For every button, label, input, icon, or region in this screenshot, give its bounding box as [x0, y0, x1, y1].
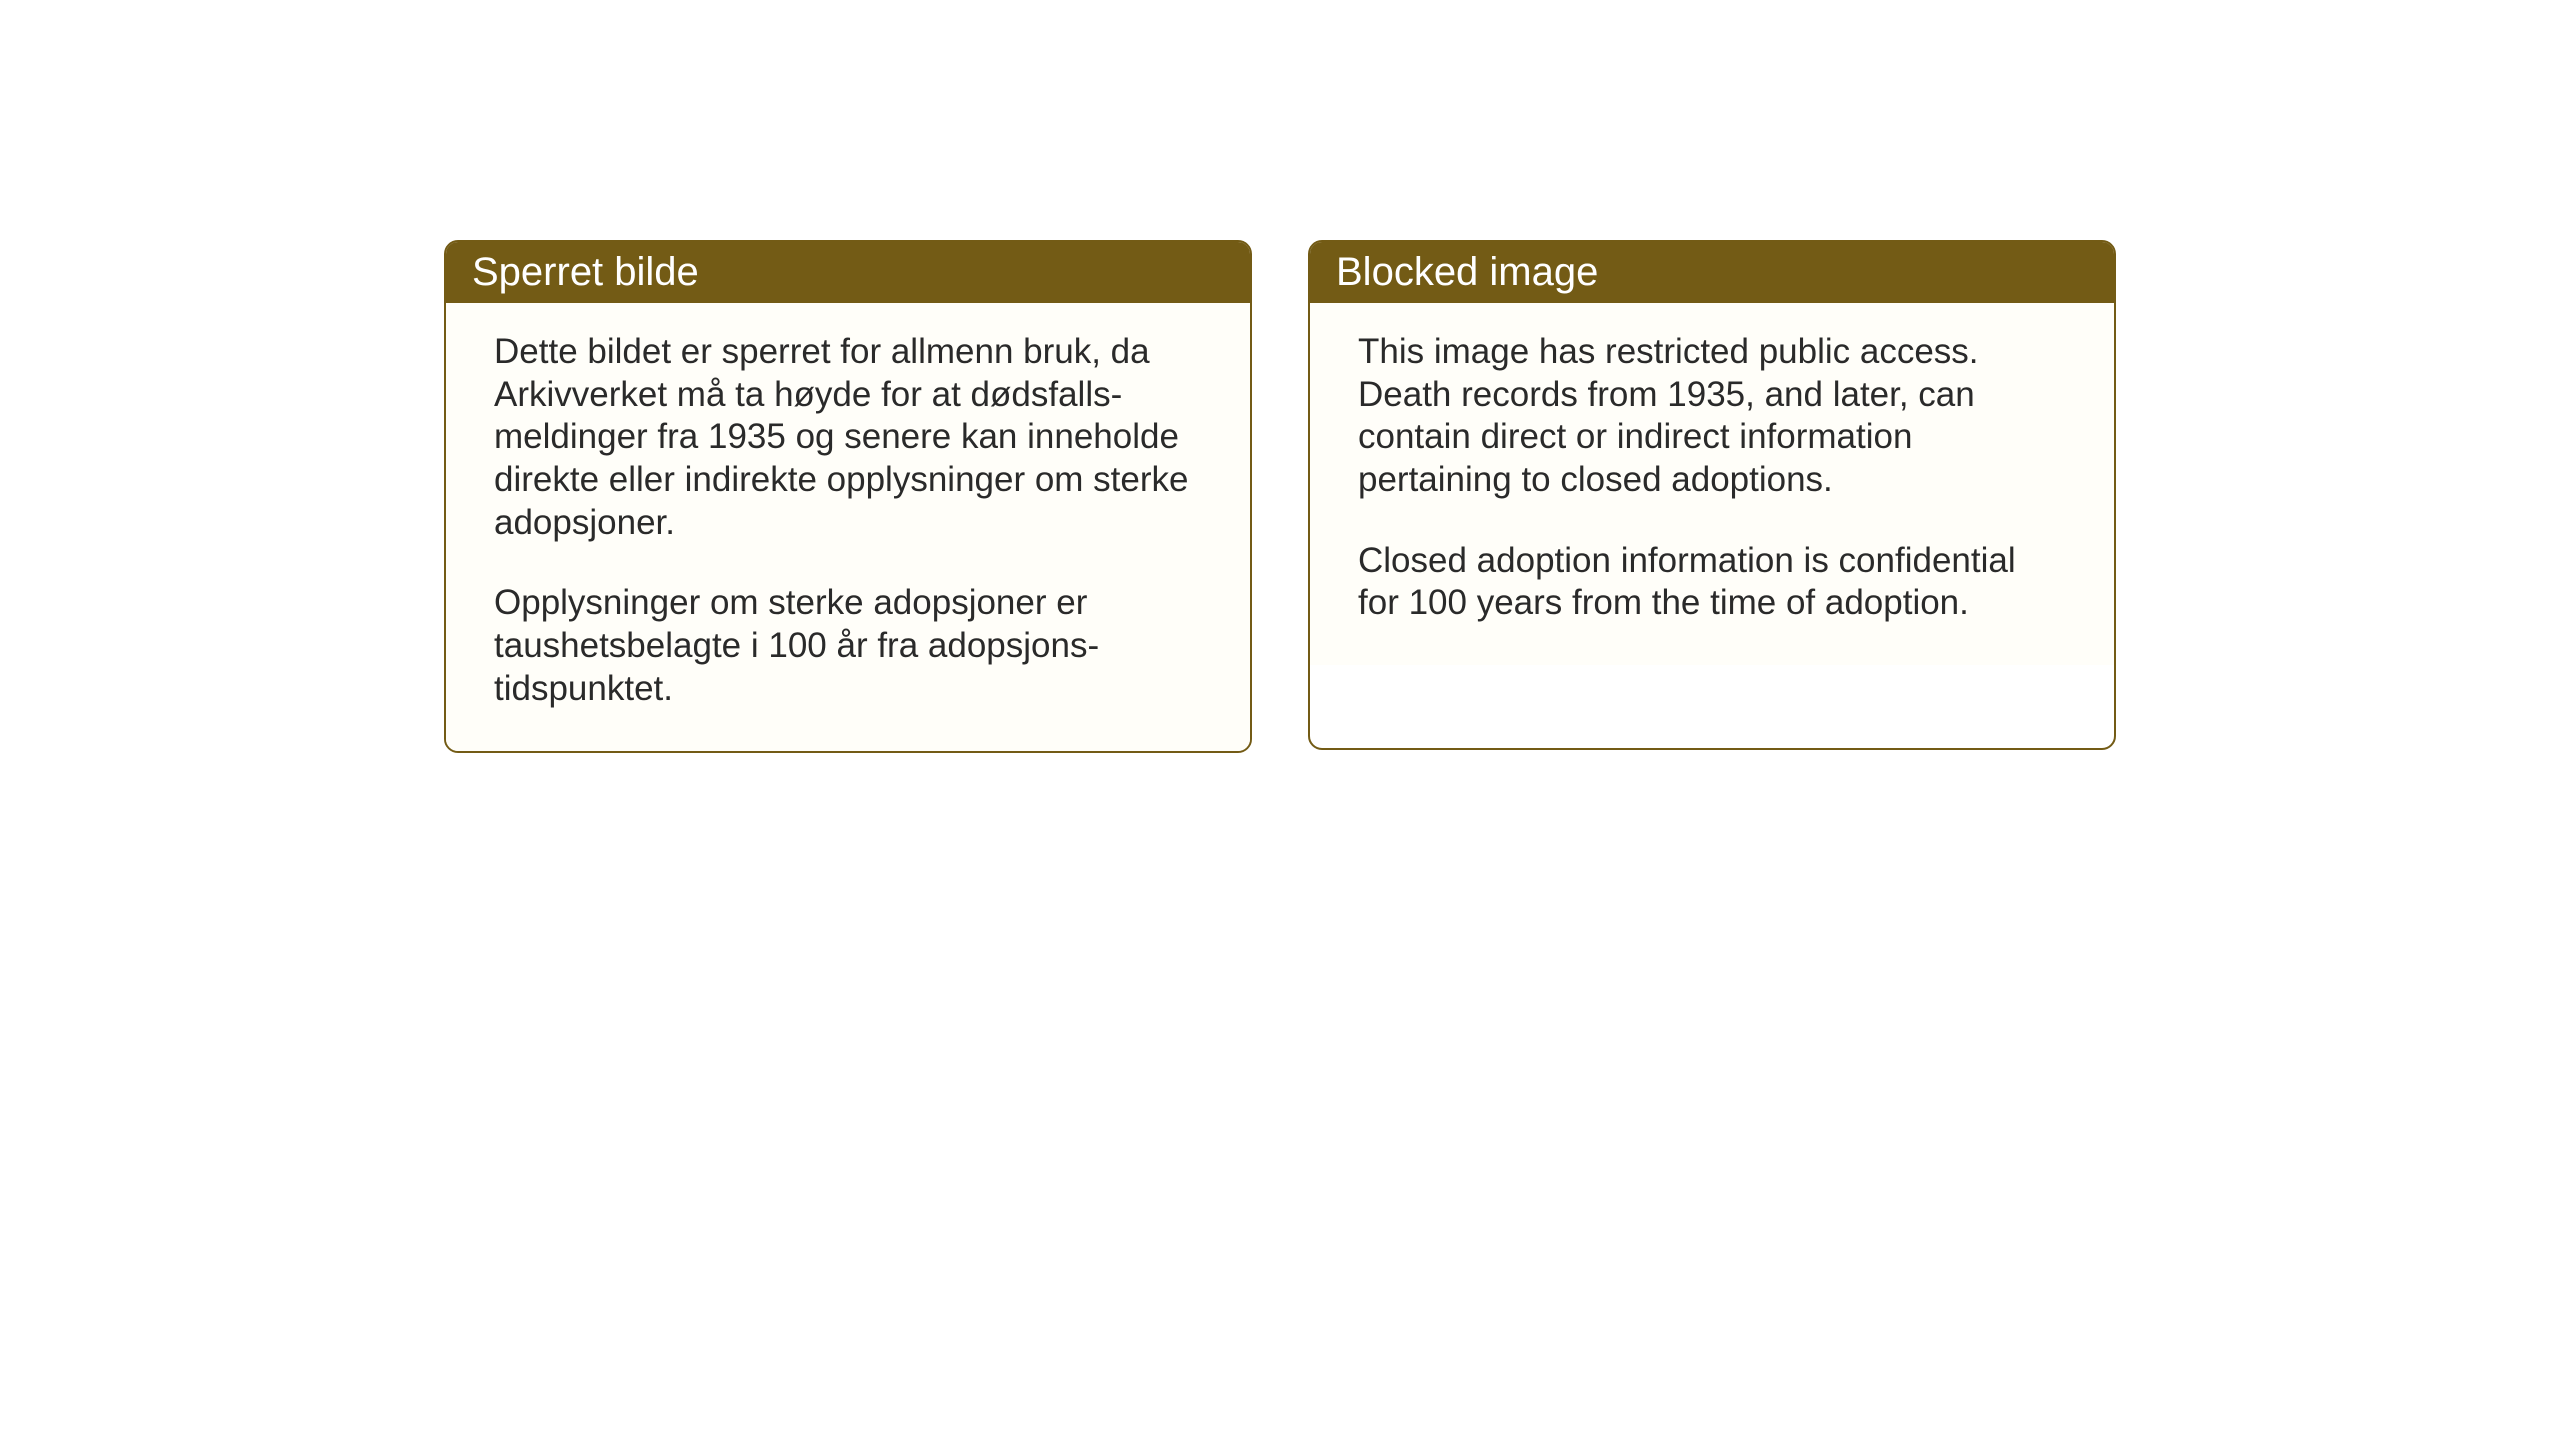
card-body: This image has restricted public access.…: [1310, 303, 2114, 665]
card-header: Sperret bilde: [446, 242, 1250, 303]
card-paragraph-1: This image has restricted public access.…: [1358, 331, 2066, 502]
card-paragraph-2: Opplysninger om sterke adopsjoner er tau…: [494, 582, 1202, 710]
notice-card-norwegian: Sperret bilde Dette bildet er sperret fo…: [444, 240, 1252, 753]
card-title: Sperret bilde: [472, 250, 699, 294]
card-header: Blocked image: [1310, 242, 2114, 303]
card-body: Dette bildet er sperret for allmenn bruk…: [446, 303, 1250, 751]
notice-card-english: Blocked image This image has restricted …: [1308, 240, 2116, 750]
card-title: Blocked image: [1336, 250, 1598, 294]
card-paragraph-1: Dette bildet er sperret for allmenn bruk…: [494, 331, 1202, 544]
notice-container: Sperret bilde Dette bildet er sperret fo…: [0, 0, 2560, 753]
card-paragraph-2: Closed adoption information is confident…: [1358, 540, 2066, 625]
